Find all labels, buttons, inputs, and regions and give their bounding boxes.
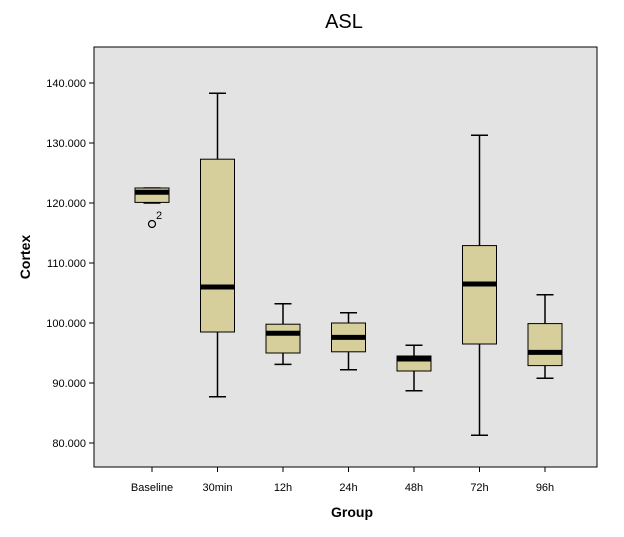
boxes: 2 (134, 92, 563, 436)
y-axis-label: Cortex (17, 235, 33, 280)
outlier-point (147, 219, 157, 229)
box-24h (331, 312, 366, 371)
x-axis: Baseline 30min 12h 24h 48h 72h 96h (131, 467, 554, 494)
box-iqr (265, 323, 301, 354)
box-96h (527, 294, 563, 379)
y-axis: 80.000 90.000 100.000 110.000 120.000 130.000… (46, 78, 94, 450)
x-tick-label: 72h (470, 482, 488, 494)
y-tick-label: 90.000 (52, 378, 86, 390)
y-tick-label: 120.000 (46, 198, 86, 210)
box-72h (462, 134, 497, 436)
x-tick-label: 30min (203, 482, 233, 494)
y-tick-label: 80.000 (52, 438, 86, 450)
box-30min (200, 92, 235, 398)
plot-area (93, 46, 598, 468)
outlier-label: 2 (156, 210, 162, 222)
y-tick-label: 110.000 (47, 258, 86, 270)
box-iqr (527, 323, 563, 367)
box-iqr (200, 158, 235, 333)
x-tick-label: Baseline (131, 482, 173, 494)
box-iqr (462, 245, 497, 345)
y-tick-label: 130.000 (46, 138, 86, 150)
box-48h (396, 344, 432, 392)
x-tick-label: 12h (274, 482, 292, 494)
box-12h (265, 303, 301, 366)
x-axis-label: Group (331, 504, 373, 520)
chart-title: ASL (325, 11, 363, 33)
y-tick-label: 100.000 (46, 318, 86, 330)
x-tick-label: 24h (339, 482, 357, 494)
x-tick-label: 96h (536, 482, 554, 494)
y-tick-label: 140.000 (46, 78, 86, 90)
x-tick-label: 48h (405, 482, 423, 494)
box-baseline: 2 (134, 187, 170, 229)
